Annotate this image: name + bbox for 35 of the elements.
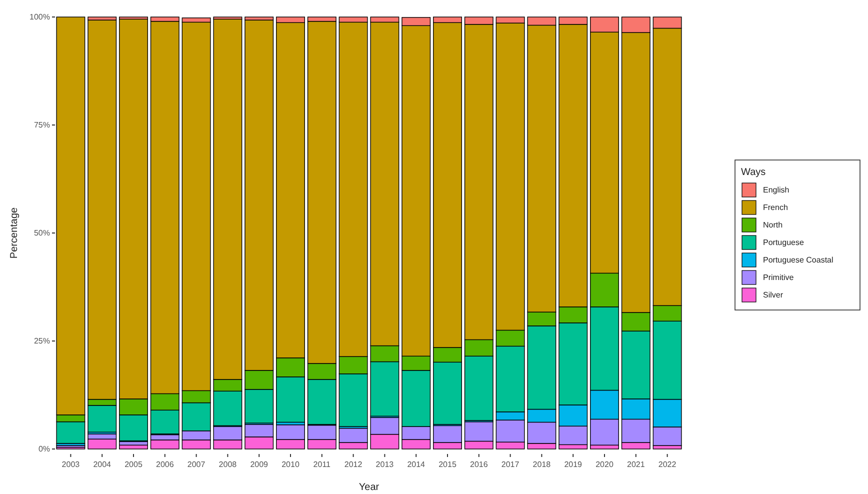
x-tick-label: 2009	[250, 460, 269, 469]
x-tick-label: 2012	[344, 460, 363, 469]
y-tick-label: 75%	[34, 120, 50, 130]
x-axis-title: Year	[358, 482, 380, 493]
x-tick-label: 2018	[532, 460, 552, 469]
legend-label: English	[763, 186, 790, 195]
x-tick-label: 2010	[282, 460, 300, 469]
x-tick-label: 2020	[596, 460, 614, 469]
x-tick-label: 2015	[438, 460, 457, 469]
y-axis-title: Percentage	[9, 206, 20, 259]
x-tick-label: 2011	[313, 460, 332, 469]
x-tick-label: 2006	[156, 460, 174, 469]
y-tick-label: 100%	[30, 12, 50, 22]
legend-label: Portuguese Coastal	[763, 256, 834, 265]
x-tick-label: 2007	[187, 460, 206, 469]
x-tick-label: 2003	[62, 460, 80, 469]
y-tick-label: 0%	[38, 444, 50, 454]
x-tick-label: 2017	[501, 460, 520, 469]
legend-label: Silver	[763, 290, 784, 300]
x-tick-label: 2022	[658, 460, 677, 469]
x-tick-label: 2021	[627, 460, 646, 469]
x-tick-label: 2014	[407, 460, 426, 469]
x-tick-label: 2004	[93, 460, 112, 469]
y-tick-label: 50%	[34, 228, 50, 238]
legend-label: French	[763, 203, 788, 212]
legend-label: Portuguese	[763, 238, 804, 248]
x-tick-label: 2019	[564, 460, 583, 469]
y-tick-label: 25%	[34, 336, 50, 346]
legend-label: Primitive	[763, 273, 794, 282]
x-tick-label: 2016	[470, 460, 488, 469]
x-tick-label: 2013	[376, 460, 394, 469]
x-tick-label: 2008	[218, 460, 238, 469]
legend-title: Ways	[741, 167, 766, 178]
legend-label: North	[763, 220, 783, 230]
x-tick-label: 2005	[124, 460, 143, 469]
